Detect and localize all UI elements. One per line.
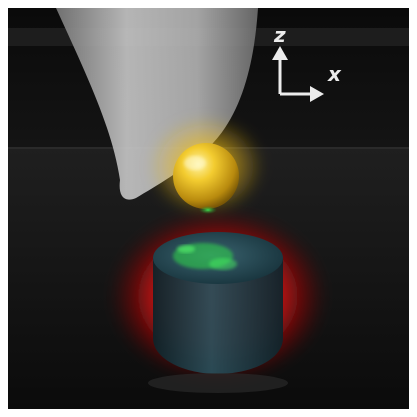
x-axis-label: x: [327, 62, 342, 86]
z-axis-arrowhead: [272, 46, 288, 60]
gold-sphere: [173, 143, 239, 209]
microscopy-scene: z x: [8, 8, 409, 409]
afm-tip: [56, 8, 258, 200]
z-axis-label: z: [273, 23, 286, 47]
sphere-highlight: [184, 156, 206, 170]
emission-patch-2: [209, 258, 237, 270]
axes-indicator: z x: [272, 23, 342, 102]
pillar-reflection: [148, 373, 288, 393]
x-axis-arrowhead: [310, 86, 324, 102]
pillar-body: [153, 258, 283, 374]
emission-patch-3: [177, 245, 195, 253]
